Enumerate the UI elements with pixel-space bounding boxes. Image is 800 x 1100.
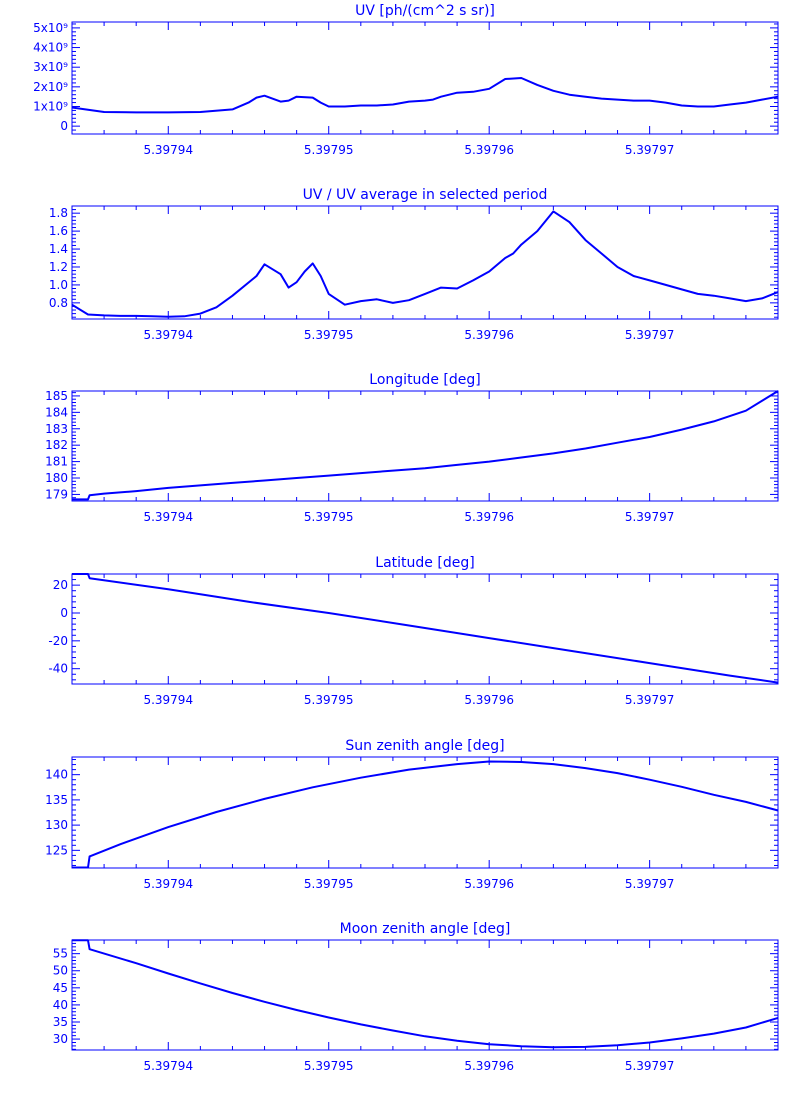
panel-2-series-line bbox=[71, 210, 779, 318]
x-tick-label: 5.39795 bbox=[304, 693, 354, 707]
y-tick-label: 0 bbox=[60, 119, 68, 133]
panel-4-title: Latitude [deg] bbox=[375, 555, 474, 571]
y-tick-label: 180 bbox=[45, 471, 68, 485]
panel-5-frame bbox=[71, 756, 779, 869]
y-tick-label: 3x10⁹ bbox=[33, 60, 68, 74]
y-tick-label: 1.6 bbox=[49, 224, 68, 238]
y-tick-label: 1.0 bbox=[49, 278, 68, 292]
x-tick-label: 5.39796 bbox=[464, 877, 514, 891]
x-tick-label: 5.39797 bbox=[625, 1059, 675, 1073]
panel-1-title: UV [ph/(cm^2 s sr)] bbox=[355, 3, 495, 19]
x-tick-label: 5.39797 bbox=[625, 328, 675, 342]
y-tick-label: 0 bbox=[60, 606, 68, 620]
panel-6-title: Moon zenith angle [deg] bbox=[340, 921, 511, 937]
y-tick-label: 45 bbox=[53, 981, 68, 995]
x-tick-label: 5.39794 bbox=[143, 510, 193, 524]
x-tick-label: 5.39795 bbox=[304, 143, 354, 157]
panel-3: Longitude [deg] 5.39794 5.39795 5.39796 5.39… bbox=[45, 372, 779, 524]
y-tick-label: 2x10⁹ bbox=[33, 80, 68, 94]
y-tick-label: 1.4 bbox=[49, 242, 68, 256]
x-tick-label: 5.39795 bbox=[304, 328, 354, 342]
y-tick-label: 182 bbox=[45, 438, 68, 452]
x-tick-label: 5.39797 bbox=[625, 693, 675, 707]
y-tick-label: 5x10⁹ bbox=[33, 21, 68, 35]
y-tick-label: 0.8 bbox=[49, 296, 68, 310]
x-tick-label: 5.39796 bbox=[464, 510, 514, 524]
x-tick-label: 5.39795 bbox=[304, 877, 354, 891]
x-tick-label: 5.39794 bbox=[143, 143, 193, 157]
y-tick-label: 125 bbox=[45, 843, 68, 857]
y-tick-label: 50 bbox=[53, 964, 68, 978]
panel-6-frame bbox=[71, 939, 779, 1051]
y-tick-label: 1x10⁹ bbox=[33, 99, 68, 113]
x-tick-label: 5.39796 bbox=[464, 143, 514, 157]
panel-2: UV / UV average in selected period 5.3979… bbox=[49, 187, 779, 342]
panel-5-series-line bbox=[72, 760, 779, 869]
x-tick-label: 5.39797 bbox=[625, 143, 675, 157]
y-tick-label: 185 bbox=[45, 389, 68, 403]
y-tick-label: 1.8 bbox=[49, 206, 68, 220]
panel-6-series-line bbox=[72, 939, 779, 1049]
y-tick-label: 35 bbox=[53, 1015, 68, 1029]
y-tick-label: 20 bbox=[53, 578, 68, 592]
x-tick-label: 5.39796 bbox=[464, 328, 514, 342]
x-tick-label: 5.39796 bbox=[464, 693, 514, 707]
x-tick-label: 5.39796 bbox=[464, 1059, 514, 1073]
panel-4-series-line bbox=[72, 573, 779, 684]
y-tick-label: 30 bbox=[53, 1032, 68, 1046]
panel-1-series-line bbox=[71, 77, 779, 114]
y-tick-label: 55 bbox=[53, 947, 68, 961]
panel-3-frame bbox=[71, 390, 779, 502]
y-tick-label: 130 bbox=[45, 818, 68, 832]
x-tick-label: 5.39794 bbox=[143, 328, 193, 342]
y-tick-label: 183 bbox=[45, 422, 68, 436]
x-tick-label: 5.39794 bbox=[143, 877, 193, 891]
x-tick-label: 5.39797 bbox=[625, 510, 675, 524]
panel-1: UV [ph/(cm^2 s sr)] 5.39794 5.39795 5.39796… bbox=[33, 3, 779, 157]
y-tick-label: 179 bbox=[45, 487, 68, 501]
x-tick-label: 5.39794 bbox=[143, 693, 193, 707]
panel-5-title: Sun zenith angle [deg] bbox=[345, 738, 504, 754]
x-tick-label: 5.39795 bbox=[304, 1059, 354, 1073]
y-tick-label: 135 bbox=[45, 793, 68, 807]
x-tick-label: 5.39794 bbox=[143, 1059, 193, 1073]
y-tick-label: 4x10⁹ bbox=[33, 41, 68, 55]
panel-4: Latitude [deg] 5.39794 5.39795 5.39796 5.397… bbox=[48, 555, 779, 707]
y-tick-label: -40 bbox=[48, 662, 68, 676]
x-tick-label: 5.39797 bbox=[625, 877, 675, 891]
panel-6: Moon zenith angle [deg] 5.39794 5.39795 5.3… bbox=[53, 921, 779, 1073]
panel-2-title: UV / UV average in selected period bbox=[303, 187, 548, 203]
panel-5: Sun zenith angle [deg] 5.39794 5.39795 5.39… bbox=[45, 738, 779, 891]
y-tick-label: 140 bbox=[45, 768, 68, 782]
y-tick-label: -20 bbox=[48, 634, 68, 648]
panel-3-title: Longitude [deg] bbox=[369, 372, 480, 388]
y-tick-label: 1.2 bbox=[49, 260, 68, 274]
y-tick-label: 184 bbox=[45, 405, 68, 419]
panel-2-frame bbox=[71, 205, 779, 320]
x-tick-label: 5.39795 bbox=[304, 510, 354, 524]
panel-1-frame bbox=[71, 21, 779, 135]
panel-3-series-line bbox=[72, 390, 779, 501]
y-tick-label: 181 bbox=[45, 455, 68, 469]
y-tick-label: 40 bbox=[53, 998, 68, 1012]
